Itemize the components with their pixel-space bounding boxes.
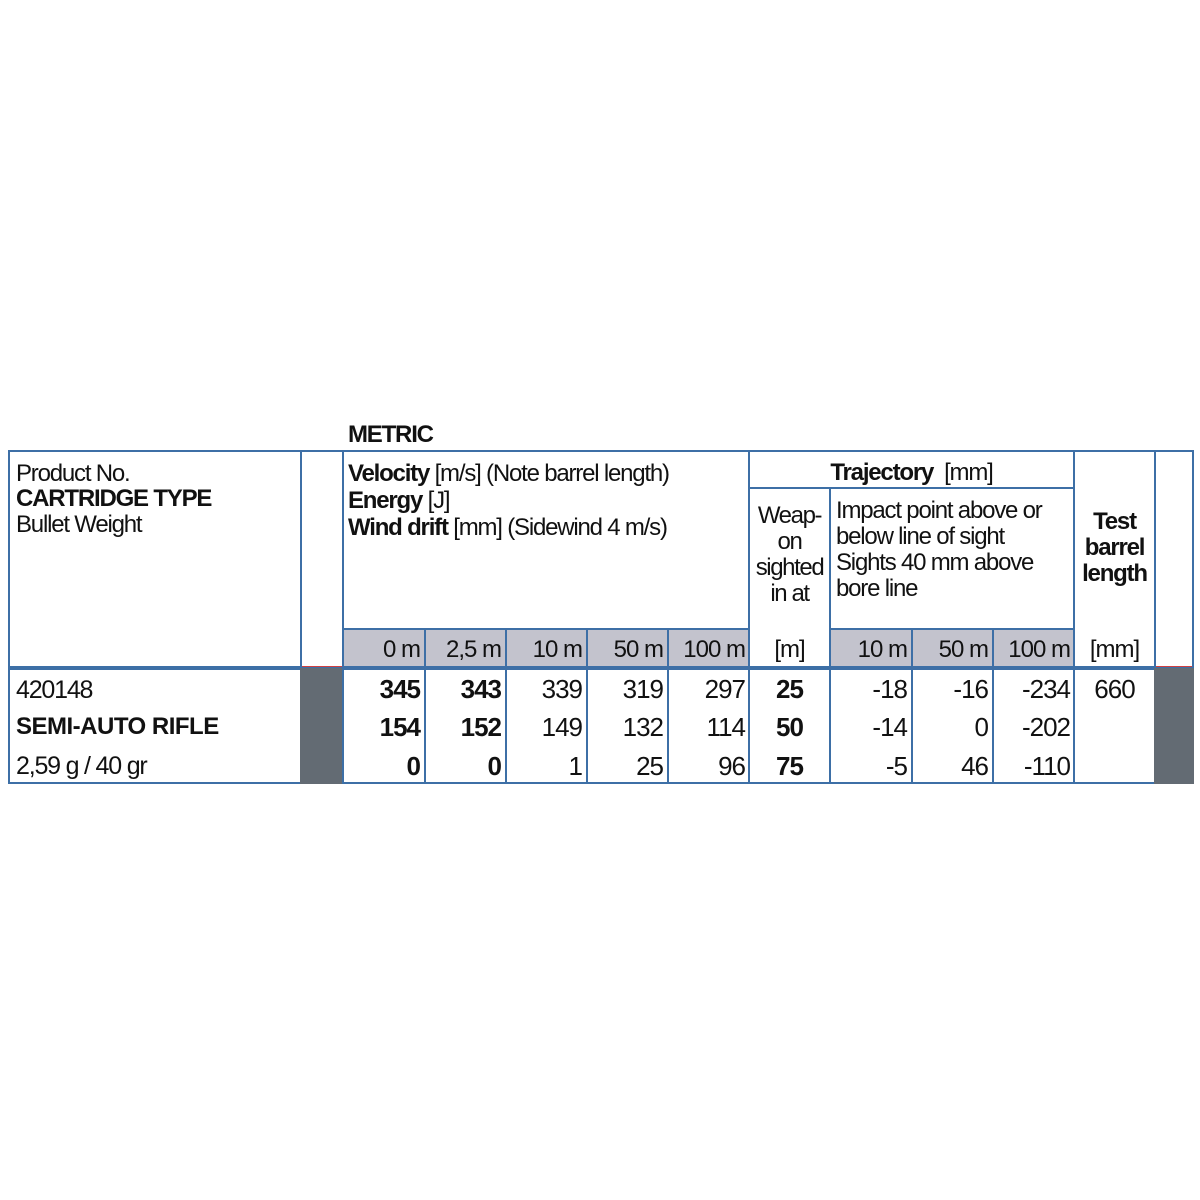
ballistic-value: 149 xyxy=(541,712,583,742)
product-number: 420148 xyxy=(16,676,93,704)
ballistic-value: 25 xyxy=(636,751,664,781)
barrel-unit: [mm] xyxy=(1089,636,1140,663)
distance-header: 100 m xyxy=(683,636,746,663)
spacer-header-cell xyxy=(300,450,344,668)
bullet-weight-label: Bullet Weight xyxy=(16,511,143,538)
sighted-in-value: 75 xyxy=(776,751,804,781)
ballistic-value: 343 xyxy=(460,674,502,704)
ballistic-value: 0 xyxy=(406,751,421,781)
product-no-label: Product No. xyxy=(16,460,131,487)
ballistic-value: 339 xyxy=(541,674,583,704)
distance-header: 10 m xyxy=(532,636,583,663)
trajectory-value: -5 xyxy=(885,751,908,781)
ballistic-value: 114 xyxy=(706,712,746,742)
cartridge-type: SEMI-AUTO RIFLE xyxy=(16,713,219,740)
trajectory-title: Trajectory [mm] xyxy=(830,459,993,486)
ballistic-value: 132 xyxy=(622,712,664,742)
ballistic-value: 319 xyxy=(622,674,664,704)
ballistic-value: 96 xyxy=(718,751,746,781)
trajectory-value: -14 xyxy=(872,712,908,742)
velocity-label: Velocity [m/s] (Note barrel length) xyxy=(348,460,670,487)
sighted-unit: [m] xyxy=(774,636,805,663)
sighted-in-value: 50 xyxy=(776,712,804,742)
ballistic-value: 154 xyxy=(379,712,421,742)
trajectory-value: 46 xyxy=(961,751,989,781)
ballistic-value: 0 xyxy=(487,751,502,781)
impact-point-label: Impact point above or below line of sight… xyxy=(836,497,1043,602)
spacer-header-cell-right xyxy=(1154,450,1194,668)
trajectory-value: -202 xyxy=(1021,712,1071,742)
sighted-in-value: 25 xyxy=(776,674,804,704)
dark-column-right xyxy=(1154,668,1194,784)
ballistic-value: 297 xyxy=(704,674,746,704)
trajectory-distance-header: 100 m xyxy=(1008,636,1071,663)
trajectory-distance-header: 50 m xyxy=(938,636,989,663)
cartridge-type-label: CARTRIDGE TYPE xyxy=(16,485,212,512)
trajectory-value: -18 xyxy=(872,674,908,704)
ballistic-value: 152 xyxy=(460,712,502,742)
distance-header: 0 m xyxy=(382,636,421,663)
energy-label: Energy [J] xyxy=(348,487,451,514)
trajectory-distance-header: 10 m xyxy=(857,636,908,663)
ballistic-value: 345 xyxy=(379,674,421,704)
trajectory-value: 0 xyxy=(974,712,989,742)
distance-header: 50 m xyxy=(613,636,664,663)
ballistic-value: 1 xyxy=(568,751,583,781)
bullet-weight: 2,59 g / 40 gr xyxy=(16,752,148,780)
sighted-in-label: Weap-on sighted in at xyxy=(755,502,825,607)
trajectory-value: -110 xyxy=(1023,751,1071,781)
trajectory-value: -16 xyxy=(953,674,989,704)
dark-column-left xyxy=(300,668,344,784)
test-barrel-length-label: Test barrel length xyxy=(1082,508,1148,587)
barrel-length-value: 660 xyxy=(1094,674,1135,704)
wind-drift-label: Wind drift [mm] (Sidewind 4 m/s) xyxy=(348,514,668,541)
trajectory-value: -234 xyxy=(1021,674,1071,704)
section-title: METRIC xyxy=(348,421,434,448)
distance-header: 2,5 m xyxy=(445,636,502,663)
